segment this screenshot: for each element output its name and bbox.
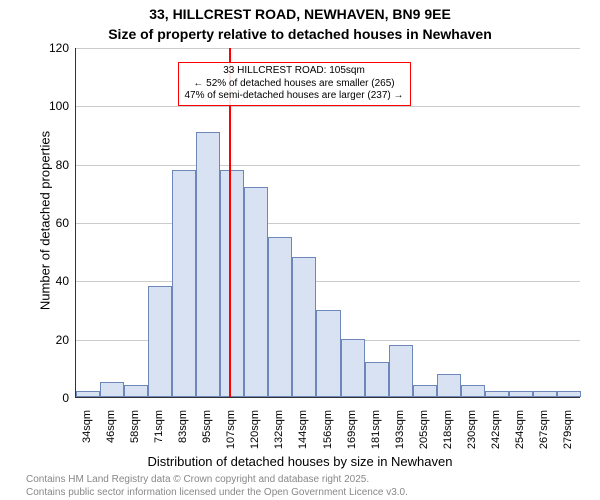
- footer-line1: Contains HM Land Registry data © Crown c…: [26, 474, 369, 485]
- histogram-bar: [365, 362, 389, 397]
- x-axis-label: Distribution of detached houses by size …: [0, 454, 600, 469]
- histogram-bar: [413, 385, 437, 397]
- annotation-line2: ← 52% of detached houses are smaller (26…: [185, 78, 404, 91]
- y-tick-label: 60: [19, 216, 69, 230]
- grid-line: [76, 223, 580, 224]
- x-tick-label: 34sqm: [81, 410, 93, 460]
- y-tick-label: 0: [19, 391, 69, 405]
- annotation-line1: 33 HILLCREST ROAD: 105sqm: [185, 65, 404, 78]
- chart-container: 33, HILLCREST ROAD, NEWHAVEN, BN9 9EE Si…: [0, 0, 600, 500]
- y-tick-label: 40: [19, 274, 69, 288]
- x-tick-label: 132sqm: [273, 410, 285, 460]
- histogram-bar: [292, 257, 316, 397]
- histogram-bar: [244, 187, 268, 397]
- grid-line: [76, 281, 580, 282]
- x-tick-label: 218sqm: [442, 410, 454, 460]
- x-tick-label: 254sqm: [514, 410, 526, 460]
- x-tick-label: 181sqm: [370, 410, 382, 460]
- histogram-bar: [557, 391, 581, 397]
- histogram-bar: [100, 382, 124, 397]
- x-tick-label: 156sqm: [322, 410, 334, 460]
- x-tick-label: 120sqm: [249, 410, 261, 460]
- x-tick-label: 169sqm: [346, 410, 358, 460]
- chart-title-line1: 33, HILLCREST ROAD, NEWHAVEN, BN9 9EE: [0, 6, 600, 22]
- x-tick-label: 193sqm: [394, 410, 406, 460]
- x-tick-label: 267sqm: [538, 410, 550, 460]
- x-tick-label: 230sqm: [466, 410, 478, 460]
- histogram-bar: [196, 132, 220, 397]
- histogram-bar: [76, 391, 100, 397]
- x-tick-label: 144sqm: [297, 410, 309, 460]
- histogram-bar: [268, 237, 292, 397]
- y-tick-label: 80: [19, 158, 69, 172]
- annotation-box: 33 HILLCREST ROAD: 105sqm ← 52% of detac…: [178, 62, 411, 106]
- x-tick-label: 107sqm: [225, 410, 237, 460]
- x-tick-label: 279sqm: [562, 410, 574, 460]
- histogram-bar: [485, 391, 509, 397]
- histogram-bar: [461, 385, 485, 397]
- histogram-bar: [172, 170, 196, 398]
- plot-area: 33 HILLCREST ROAD: 105sqm ← 52% of detac…: [75, 48, 580, 398]
- y-tick-label: 100: [19, 99, 69, 113]
- x-tick-label: 46sqm: [105, 410, 117, 460]
- x-tick-label: 71sqm: [153, 410, 165, 460]
- histogram-bar: [509, 391, 533, 397]
- y-tick-label: 20: [19, 333, 69, 347]
- chart-title-line2: Size of property relative to detached ho…: [0, 26, 600, 42]
- grid-line: [76, 165, 580, 166]
- histogram-bar: [389, 345, 413, 398]
- histogram-bar: [148, 286, 172, 397]
- grid-line: [76, 48, 580, 49]
- annotation-line3: 47% of semi-detached houses are larger (…: [185, 90, 404, 103]
- footer-line2: Contains public sector information licen…: [26, 487, 408, 498]
- x-tick-label: 83sqm: [177, 410, 189, 460]
- y-tick-label: 120: [19, 41, 69, 55]
- histogram-bar: [220, 170, 244, 398]
- histogram-bar: [437, 374, 461, 397]
- histogram-bar: [316, 310, 340, 398]
- histogram-bar: [124, 385, 148, 397]
- x-tick-label: 58sqm: [129, 410, 141, 460]
- histogram-bar: [341, 339, 365, 397]
- x-tick-label: 205sqm: [418, 410, 430, 460]
- x-tick-label: 95sqm: [201, 410, 213, 460]
- grid-line: [76, 106, 580, 107]
- x-tick-label: 242sqm: [490, 410, 502, 460]
- histogram-bar: [533, 391, 557, 397]
